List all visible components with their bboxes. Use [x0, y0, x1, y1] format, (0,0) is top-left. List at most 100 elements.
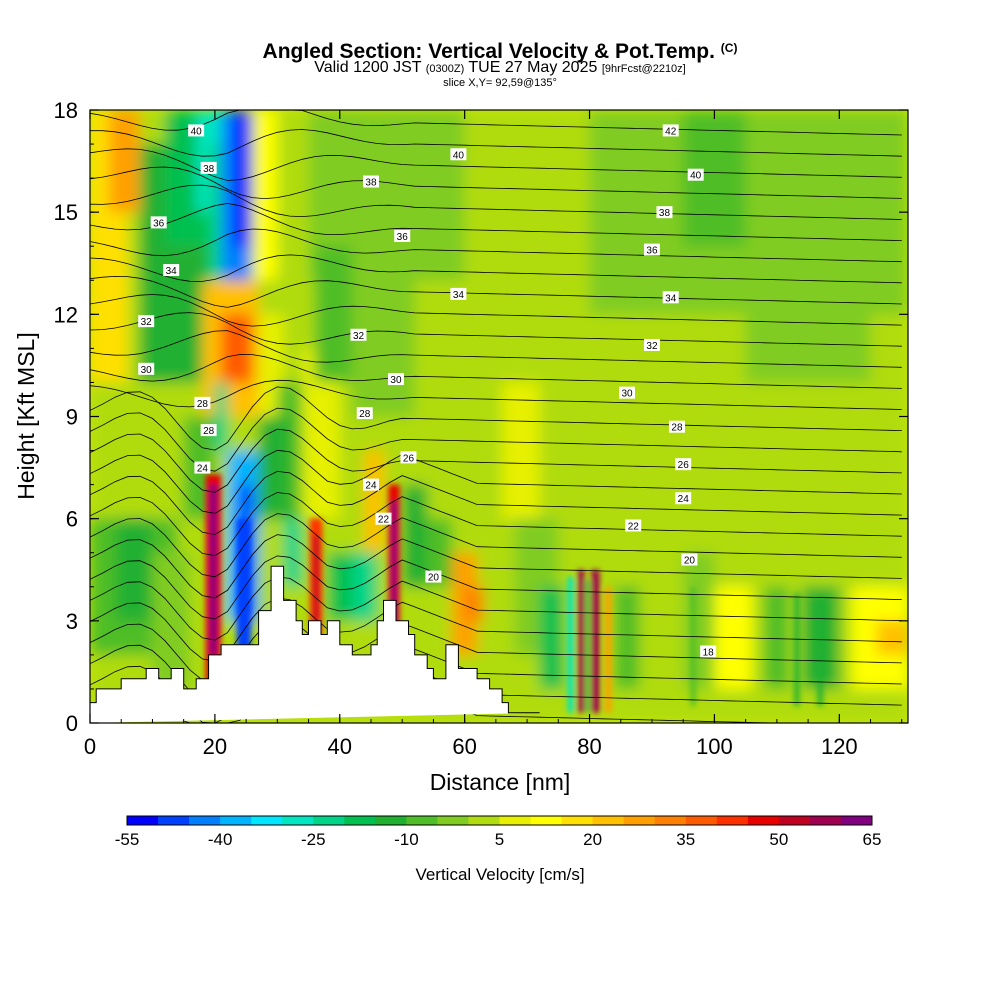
isentrope-line: [90, 354, 902, 389]
isentrope-label: 38: [362, 175, 379, 189]
isentrope-label-text: 34: [665, 293, 677, 304]
isentrope-label: 32: [138, 315, 155, 328]
isentrope-label-bg: [387, 373, 404, 386]
velocity-cell: [214, 382, 228, 451]
colorbar-swatch: [809, 816, 842, 825]
isentrope-label: 36: [643, 243, 660, 257]
isentrope-label-bg: [675, 492, 692, 505]
isentrope-label: 36: [394, 230, 411, 243]
isentrope-label-text: 40: [453, 150, 465, 161]
isentrope-label-bg: [675, 458, 692, 471]
isentrope-label-bg: [194, 396, 211, 409]
colorbar-swatch: [778, 816, 811, 825]
isentrope-labels: 42 40 40 40 38 38 38 36 36 36 34 34 34 32 32 32 30 30 30 28…: [138, 124, 717, 658]
colorbar-title: Vertical Velocity [cm/s]: [415, 865, 584, 884]
isentrope-label-bg: [700, 645, 717, 658]
colorbar-tick-label: 65: [863, 830, 882, 849]
isentrope-label-text: 30: [390, 375, 402, 386]
isentrope-label-bg: [425, 570, 442, 583]
velocity-cell: [352, 280, 415, 417]
chart-subtitle: Valid 1200 JST (0300Z) TUE 27 May 2025 […: [0, 59, 1000, 78]
isentrope-line: [90, 449, 902, 514]
isentrope-label: 30: [619, 386, 636, 400]
isentrope-label-text: 18: [703, 647, 715, 658]
velocity-core: [577, 569, 585, 713]
colorbar-swatch: [406, 816, 438, 825]
updraft-cores: [205, 474, 824, 713]
isentrope-label: 30: [138, 362, 155, 376]
velocity-cell: [764, 586, 790, 689]
colorbar-swatch: [468, 816, 500, 825]
colorbar-swatch: [437, 816, 469, 825]
velocity-cell: [114, 518, 153, 621]
velocity-core: [794, 593, 800, 706]
velocity-core: [236, 518, 252, 672]
isentrope-label-text: 36: [646, 246, 658, 257]
colorbar-tick-label: 50: [769, 830, 788, 849]
y-tick-label: 9: [66, 405, 78, 430]
velocity-core: [690, 586, 696, 706]
isentrope-label-text: 26: [403, 453, 415, 464]
colorbar-swatch: [499, 816, 532, 825]
velocity-cell: [108, 110, 140, 213]
colorbar-swatch: [685, 816, 718, 825]
isentrope-label: 24: [194, 461, 211, 475]
x-axis: 0 20 40 60 80 100 120: [84, 110, 903, 759]
isentrope-line: [90, 407, 902, 472]
isentrope-line: [90, 202, 902, 241]
isentrope-label-bg: [662, 124, 679, 137]
y-tick-label: 6: [66, 507, 78, 532]
velocity-cell: [364, 450, 384, 553]
plot-area: 42 40 40 40 38 38 38 36 36 36 34 34 34 32 32 32 30 30 30 28…: [90, 110, 908, 723]
isentrope-label-text: 38: [203, 164, 215, 175]
isentrope-label-text: 42: [665, 126, 677, 137]
isentrope-line: [90, 110, 902, 136]
slice-label: slice X,Y= 92,59@135°: [443, 77, 557, 89]
isentrope-label-text: 20: [428, 573, 440, 584]
isentrope-label-text: 38: [659, 208, 671, 219]
isentrope-label-text: 36: [397, 232, 409, 243]
x-axis-title: Distance [nm]: [430, 769, 571, 795]
velocity-cell: [402, 484, 428, 587]
isentrope-label: 38: [200, 161, 217, 175]
colorbar-swatch: [592, 816, 625, 825]
velocity-core: [605, 586, 612, 713]
y-tick-label: 15: [54, 200, 78, 225]
colorbar-swatch: [840, 816, 873, 825]
isentrope-label: 22: [375, 512, 392, 526]
colorbar-swatch: [313, 816, 345, 825]
colorbar-swatch: [344, 816, 376, 825]
isentrope-label: 24: [675, 492, 692, 505]
colorbar-frame: [126, 815, 873, 826]
isentrope-label-text: 28: [203, 426, 215, 437]
y-tick-label: 0: [66, 711, 78, 736]
isentrope-line: [90, 386, 902, 451]
isentrope-label-bg: [375, 512, 392, 525]
isentrope-label: 28: [356, 407, 373, 420]
velocity-core: [817, 600, 824, 706]
vertical-velocity-field: [90, 110, 908, 723]
isentrope-line: [90, 228, 902, 263]
isentrope-label-bg: [450, 287, 467, 300]
isentrope-label: 38: [656, 206, 673, 219]
isentrope-label: 22: [625, 519, 642, 532]
colorbar-tick-label: 5: [495, 830, 504, 849]
velocity-cell: [683, 552, 715, 689]
colorbar-tick-label: -25: [301, 830, 326, 849]
velocity-core: [313, 535, 319, 621]
velocity-cell: [464, 586, 484, 621]
isentrope-line: [90, 555, 902, 620]
isentrope-label-text: 40: [191, 126, 203, 137]
x-tick-label: 40: [328, 734, 352, 759]
isentrope-line: [90, 129, 902, 157]
isentrope-label: 24: [362, 478, 379, 492]
isentrope-label: 28: [200, 424, 217, 437]
isentrope-label-text: 30: [141, 365, 153, 376]
velocity-core: [391, 501, 397, 621]
isentrope-label-bg: [643, 338, 660, 351]
isentrope-line: [90, 534, 902, 599]
subtitle-forecast: [9hrFcst@2210z]: [601, 63, 686, 75]
isentrope-label-text: 32: [646, 341, 658, 352]
isentrope-label-text: 22: [378, 515, 390, 526]
